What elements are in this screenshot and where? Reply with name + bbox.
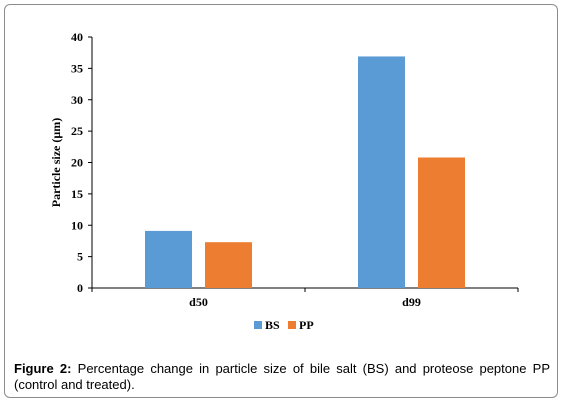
bar-bs-d99 [358,56,405,288]
legend-label-bs: BS [265,318,280,332]
y-tick-label: 30 [71,93,83,107]
legend-swatch-bs [254,321,262,329]
y-axis-title: Particle size (µm) [49,118,63,208]
caption-text: Percentage change in particle size of bi… [14,361,550,392]
y-tick-label: 15 [71,187,83,201]
legend-swatch-pp [288,321,296,329]
y-tick-label: 0 [77,281,83,295]
bar-chart: 0 5 10 15 20 25 30 35 40 Particle size (µm) d50 d99… [49,30,519,332]
y-tick-label: 10 [71,218,83,232]
x-tick-label: d99 [402,295,421,309]
chart-area: 0 5 10 15 20 25 30 35 40 Particle size (µm) d50 d99… [49,30,519,332]
y-tick-label: 40 [71,30,83,44]
y-tick-label: 5 [77,250,83,264]
caption-label: Figure 2: [14,361,72,376]
legend-label-pp: PP [299,318,314,332]
x-tick-label: d50 [189,295,208,309]
y-tick-label: 20 [71,156,83,170]
figure-frame [4,4,558,398]
bar-bs-d50 [145,230,192,288]
bar-pp-d99 [418,157,465,288]
figure-caption: Figure 2: Percentage change in particle … [14,361,550,393]
bar-pp-d50 [205,242,252,288]
y-tick-label: 25 [71,124,83,138]
y-tick-label: 35 [71,61,83,75]
